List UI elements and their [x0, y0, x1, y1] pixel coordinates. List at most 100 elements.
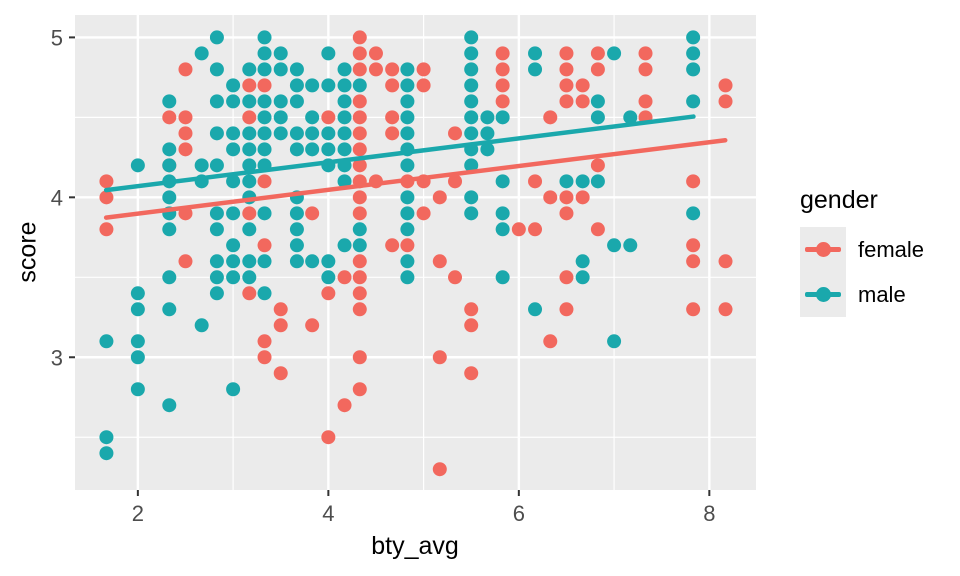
data-point-female — [99, 222, 114, 237]
data-point-male — [130, 302, 145, 317]
data-point-female — [305, 318, 320, 333]
data-point-female — [273, 366, 288, 381]
data-point-female — [575, 190, 590, 205]
data-point-male — [209, 126, 224, 141]
data-point-male — [194, 318, 209, 333]
data-point-male — [242, 174, 257, 189]
data-point-male — [607, 238, 622, 253]
data-point-male — [607, 46, 622, 61]
data-point-female — [432, 254, 447, 269]
data-point-male — [257, 142, 272, 157]
data-point-male — [575, 254, 590, 269]
data-point-female — [528, 174, 543, 189]
data-point-female — [352, 286, 367, 301]
data-point-male — [242, 94, 257, 109]
data-point-female — [559, 270, 574, 285]
data-point-female — [178, 110, 193, 125]
data-point-male — [337, 238, 352, 253]
data-point-female — [400, 238, 415, 253]
data-point-male — [400, 62, 415, 77]
data-point-female — [368, 62, 383, 77]
data-point-male — [99, 430, 114, 445]
data-point-male — [226, 174, 241, 189]
data-point-male — [257, 126, 272, 141]
data-point-male — [289, 78, 304, 93]
data-point-male — [464, 94, 479, 109]
data-point-male — [321, 126, 336, 141]
data-point-male — [400, 270, 415, 285]
data-point-male — [400, 222, 415, 237]
data-point-female — [352, 62, 367, 77]
data-point-female — [337, 398, 352, 413]
data-point-male — [337, 126, 352, 141]
data-point-male — [289, 222, 304, 237]
data-point-female — [352, 94, 367, 109]
data-point-female — [448, 126, 463, 141]
data-point-female — [464, 318, 479, 333]
data-point-male — [209, 30, 224, 45]
y-tick-label: 3 — [51, 345, 63, 370]
data-point-male — [226, 206, 241, 221]
data-point-male — [590, 94, 605, 109]
data-point-female — [321, 110, 336, 125]
data-point-male — [289, 206, 304, 221]
data-point-female — [432, 190, 447, 205]
data-point-male — [209, 254, 224, 269]
data-point-female — [543, 110, 558, 125]
data-point-female — [242, 286, 257, 301]
data-point-female — [464, 302, 479, 317]
data-point-male — [321, 46, 336, 61]
data-point-male — [289, 94, 304, 109]
data-point-male — [226, 126, 241, 141]
data-point-male — [289, 238, 304, 253]
data-point-male — [226, 78, 241, 93]
data-point-male — [495, 222, 510, 237]
data-point-male — [257, 206, 272, 221]
data-point-female — [99, 190, 114, 205]
data-point-male — [162, 270, 177, 285]
data-point-male — [209, 62, 224, 77]
data-point-male — [305, 110, 320, 125]
data-point-male — [273, 62, 288, 77]
legend-key-female — [800, 227, 846, 272]
data-point-female — [385, 238, 400, 253]
data-point-female — [352, 382, 367, 397]
data-point-female — [337, 270, 352, 285]
data-point-male — [686, 206, 701, 221]
data-point-male — [257, 30, 272, 45]
data-point-male — [464, 206, 479, 221]
data-point-male — [209, 270, 224, 285]
data-point-male — [273, 94, 288, 109]
data-point-female — [273, 302, 288, 317]
data-point-female — [559, 78, 574, 93]
data-point-male — [130, 382, 145, 397]
x-tick-label: 8 — [703, 501, 715, 526]
data-point-female — [385, 110, 400, 125]
data-point-female — [352, 30, 367, 45]
data-point-male — [337, 174, 352, 189]
data-point-female — [385, 78, 400, 93]
data-point-male — [464, 158, 479, 173]
data-point-female — [385, 62, 400, 77]
data-point-female — [559, 62, 574, 77]
data-point-male — [575, 174, 590, 189]
data-point-female — [99, 174, 114, 189]
data-point-female — [718, 78, 733, 93]
data-point-male — [337, 94, 352, 109]
data-point-female — [559, 206, 574, 221]
data-point-female — [495, 46, 510, 61]
data-point-male — [99, 334, 114, 349]
data-point-male — [130, 158, 145, 173]
data-point-male — [400, 190, 415, 205]
data-point-male — [130, 334, 145, 349]
data-point-female — [321, 286, 336, 301]
data-point-male — [289, 62, 304, 77]
data-point-female — [638, 94, 653, 109]
data-point-male — [337, 78, 352, 93]
data-point-female — [257, 174, 272, 189]
data-point-male — [194, 46, 209, 61]
male-dot-swatch — [815, 287, 831, 302]
data-point-female — [352, 142, 367, 157]
data-point-male — [575, 270, 590, 285]
data-point-male — [257, 94, 272, 109]
